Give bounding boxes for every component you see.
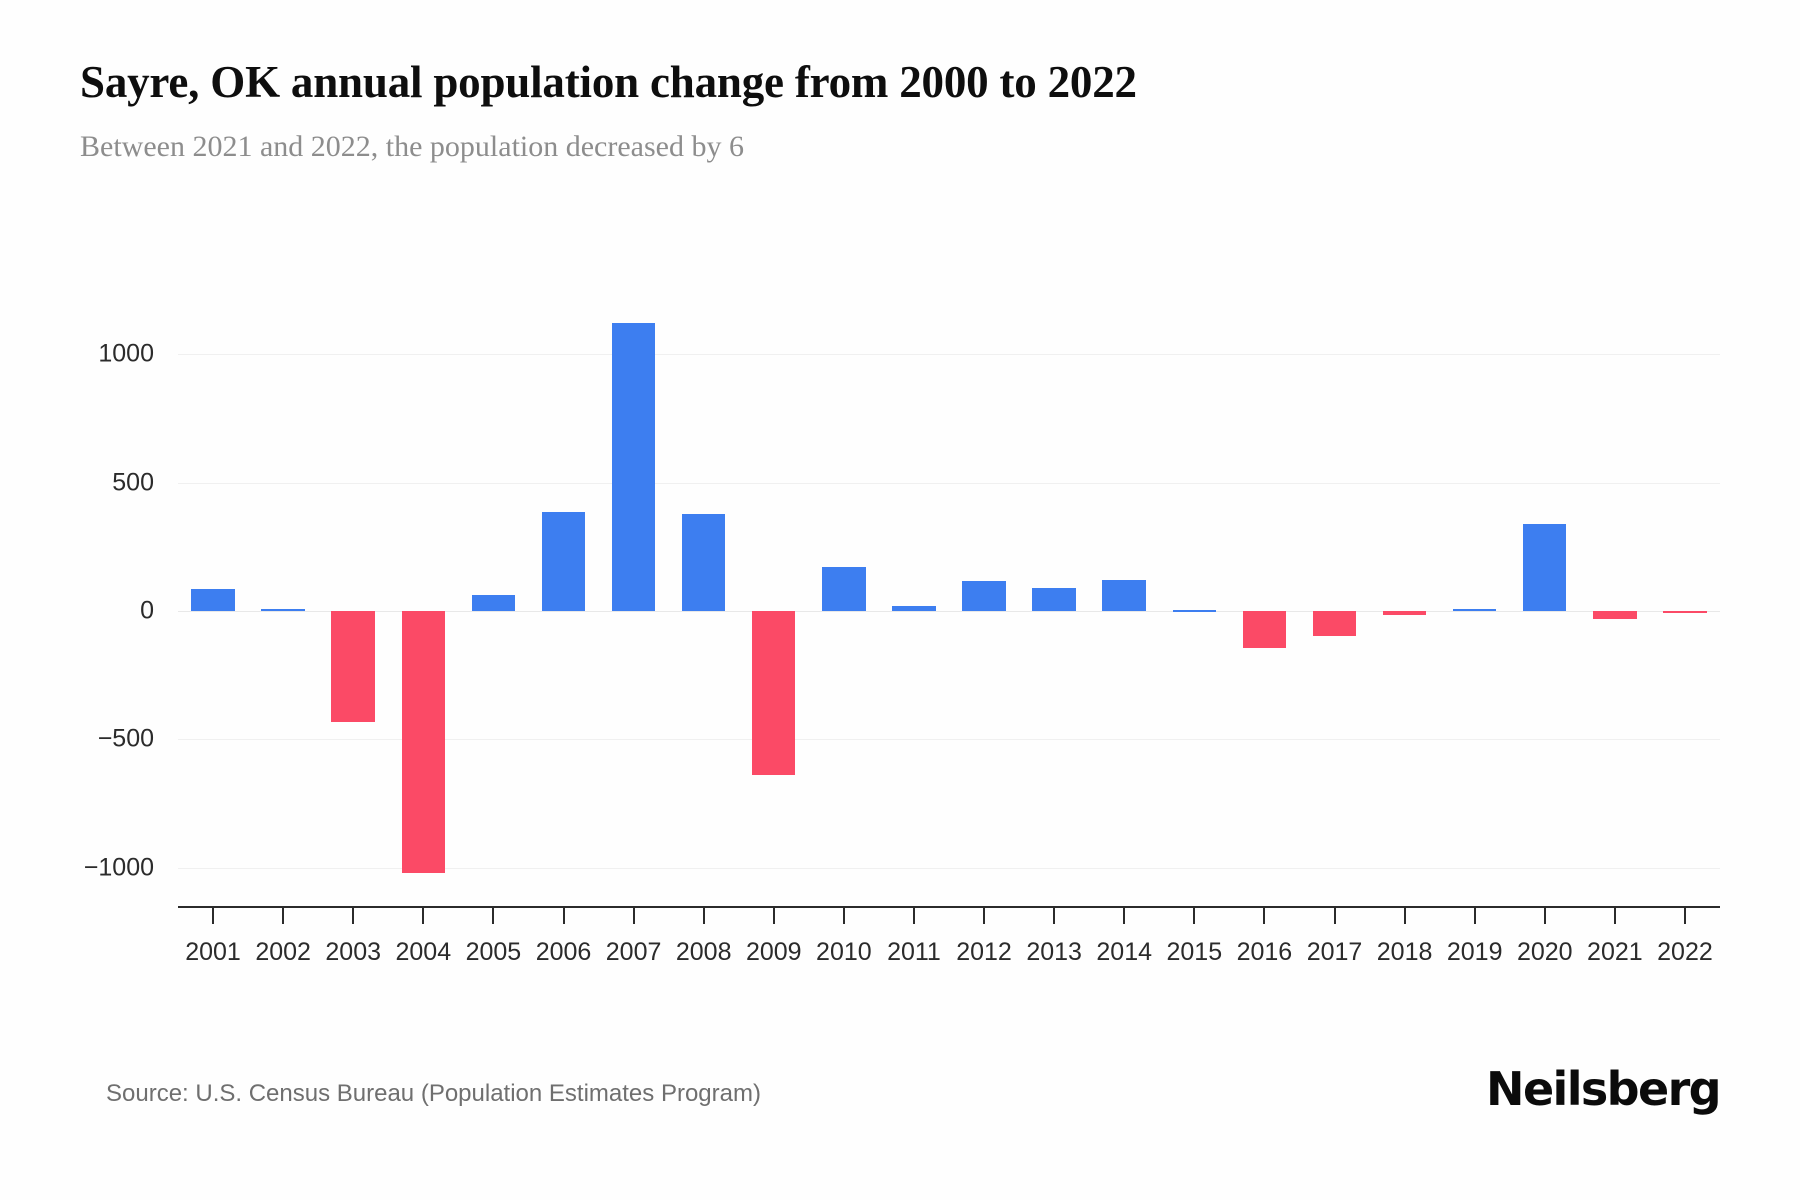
x-axis-tick (492, 906, 495, 924)
x-axis-label-2018: 2018 (1376, 938, 1433, 966)
x-axis-tick (1403, 906, 1406, 924)
plot-area: −1000 −500 0 500 1000 (84, 290, 1720, 906)
x-axis-tick (1053, 906, 1056, 924)
x-axis-label-2003: 2003 (325, 938, 382, 966)
x-axis-line (178, 906, 1720, 908)
source-note: Source: U.S. Census Bureau (Population E… (106, 1080, 761, 1107)
x-axis-tick (983, 906, 986, 924)
x-axis-label-2015: 2015 (1166, 938, 1223, 966)
x-axis-tick (1193, 906, 1196, 924)
x-axis-label-2019: 2019 (1446, 938, 1503, 966)
y-axis-tick-label: 1000 (98, 339, 154, 368)
bar-2001[interactable] (191, 588, 235, 611)
bar-2003[interactable] (331, 610, 375, 723)
y-axis-tick-label: −500 (97, 724, 154, 753)
x-axis-label-2010: 2010 (816, 938, 872, 966)
x-axis-tick (1473, 906, 1476, 924)
x-axis-label-2001: 2001 (185, 938, 241, 966)
x-axis-label-2022: 2022 (1657, 938, 1713, 966)
x-axis-label-2012: 2012 (956, 938, 1012, 966)
x-axis-label-2002: 2002 (255, 938, 311, 966)
x-axis-label-2020: 2020 (1516, 938, 1573, 966)
x-axis-tick (912, 906, 915, 924)
y-axis-tick-label: 500 (112, 468, 154, 496)
bar-2012[interactable] (962, 580, 1006, 611)
bar-2011[interactable] (892, 605, 936, 611)
bar-2004[interactable] (401, 610, 446, 873)
x-axis-tick (772, 906, 775, 924)
bar-2010[interactable] (822, 566, 866, 611)
x-axis-label-2004: 2004 (395, 938, 452, 966)
x-axis-label-2007: 2007 (605, 938, 662, 966)
bar-2017[interactable] (1312, 610, 1357, 636)
gridline (178, 482, 1720, 484)
bar-2008[interactable] (681, 513, 726, 611)
x-axis-label-2014: 2014 (1096, 938, 1153, 966)
x-axis-tick (562, 906, 565, 924)
gridline (178, 867, 1720, 869)
x-axis-label-2017: 2017 (1306, 938, 1363, 966)
y-axis-tick-label: 0 (140, 596, 154, 625)
x-axis-tick (422, 906, 425, 924)
bar-2019[interactable] (1452, 609, 1497, 612)
x-axis-tick (1333, 906, 1336, 924)
x-axis-label-2021: 2021 (1587, 938, 1643, 966)
x-axis-tick (842, 906, 845, 924)
x-axis-tick (1683, 906, 1686, 924)
y-axis-tick-label: −1000 (83, 853, 154, 881)
gridline (178, 354, 1720, 356)
bar-2009[interactable] (752, 610, 796, 776)
bar-2013[interactable] (1032, 588, 1076, 611)
bar-2006[interactable] (541, 512, 586, 611)
x-axis-tick (1543, 906, 1546, 924)
x-axis-tick (352, 906, 355, 924)
x-axis-label-2011: 2011 (887, 938, 941, 966)
x-axis-tick (282, 906, 285, 924)
bar-2018[interactable] (1382, 610, 1427, 616)
x-axis-tick (212, 906, 215, 924)
x-axis-label-2006: 2006 (535, 938, 592, 966)
x-axis-tick (1613, 906, 1616, 924)
x-axis-label-2005: 2005 (465, 938, 522, 966)
x-axis-label-2016: 2016 (1236, 938, 1293, 966)
page-title: Sayre, OK annual population change from … (80, 57, 1137, 107)
bar-2007[interactable] (611, 323, 656, 611)
x-axis-tick (702, 906, 705, 924)
bar-2005[interactable] (471, 595, 516, 611)
bar-2022[interactable] (1663, 610, 1707, 613)
x-axis-label-2008: 2008 (675, 938, 732, 966)
x-axis-tick (632, 906, 635, 924)
x-axis-label-2013: 2013 (1026, 938, 1082, 966)
bar-2015[interactable] (1172, 609, 1217, 612)
x-axis-tick (1263, 906, 1266, 924)
bar-2020[interactable] (1523, 524, 1567, 611)
x-axis-label-2009: 2009 (745, 938, 802, 966)
chart-subtitle: Between 2021 and 2022, the population de… (80, 130, 744, 163)
gridline (178, 739, 1720, 741)
x-axis-tick (1123, 906, 1126, 924)
bar-2014[interactable] (1102, 580, 1146, 611)
bar-2002[interactable] (261, 609, 305, 612)
brand-logo: Neilsberg (1486, 1062, 1722, 1116)
bar-2021[interactable] (1593, 610, 1637, 619)
zero-gridline (178, 610, 1720, 612)
bar-2016[interactable] (1242, 610, 1287, 649)
